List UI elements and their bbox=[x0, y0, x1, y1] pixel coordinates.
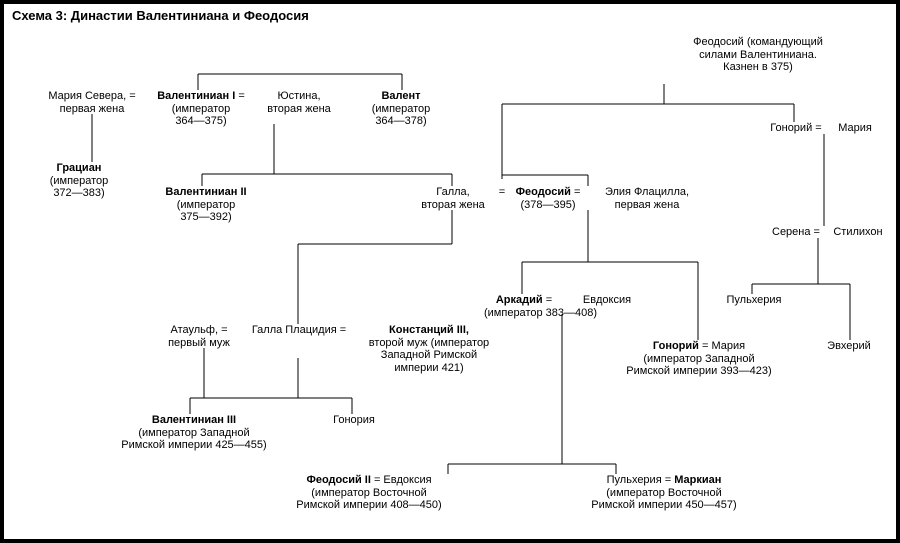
node-maria_right: Мария bbox=[828, 122, 882, 135]
node-feodosiy: Феодосий = (378—395) bbox=[508, 186, 588, 211]
node-pulcheria2: Пульхерия = Маркиан (император Восточной… bbox=[564, 474, 764, 512]
node-evdok1: Евдоксия bbox=[572, 294, 642, 307]
node-honor_right: Гонорий = bbox=[766, 122, 826, 135]
node-valent3: Валентиниан III (император Западной Римс… bbox=[104, 414, 284, 452]
node-honorius2: Гонорий = Мария (император Западной Римс… bbox=[624, 340, 774, 378]
node-pulcheria1: Пульхерия bbox=[714, 294, 794, 307]
node-feod2: Феодосий II = Евдоксия (император Восточ… bbox=[264, 474, 474, 512]
node-valens: Валент (император 364—378) bbox=[356, 90, 446, 128]
node-gratian: Грациан (император 372—383) bbox=[34, 162, 124, 200]
node-honoria: Гонория bbox=[314, 414, 394, 427]
node-ataulf: Атаульф, = первый муж bbox=[154, 324, 244, 349]
node-aelia: Элия Флацилла, первая жена bbox=[592, 186, 702, 211]
node-eucherius: Эвхерий bbox=[814, 340, 884, 353]
node-gallaplac: Галла Плацидия = bbox=[244, 324, 354, 337]
node-valent1: Валентиниан I = (император 364—375) bbox=[146, 90, 256, 128]
node-arkady: Аркадий = (император 383—408) bbox=[484, 294, 564, 319]
node-valent2: Валентиниан II (император 375—392) bbox=[146, 186, 266, 224]
node-serena: Серена = bbox=[766, 226, 826, 239]
node-feod_senior: Феодосий (командующий силами Валентиниан… bbox=[668, 36, 848, 74]
genealogy-diagram: Схема 3: Династии Валентиниана и Феодоси… bbox=[0, 0, 900, 543]
edge-layer bbox=[4, 4, 900, 543]
node-justina: Юстина, вторая жена bbox=[254, 90, 344, 115]
node-const3: Констанций III, второй муж (император За… bbox=[354, 324, 504, 375]
node-galla: Галла, вторая жена bbox=[408, 186, 498, 211]
node-maria_sev: Мария Севера, = первая жена bbox=[42, 90, 142, 115]
node-stilicho: Стилихон bbox=[828, 226, 888, 239]
